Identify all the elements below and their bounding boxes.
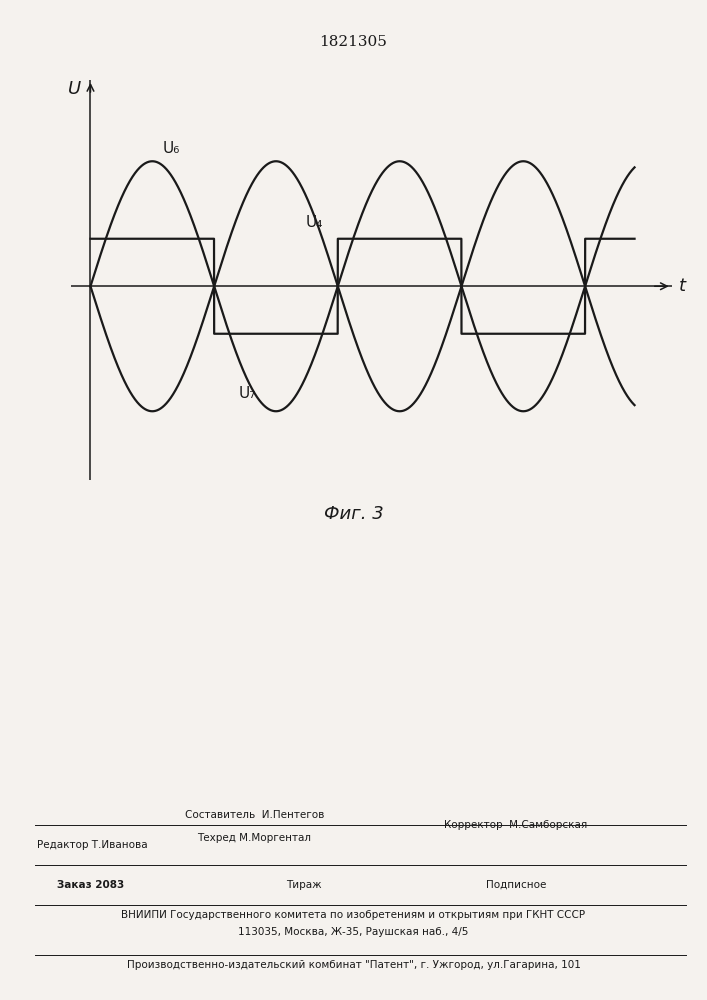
Text: Редактор Т.Иванова: Редактор Т.Иванова — [37, 840, 147, 850]
Text: Подписное: Подписное — [486, 880, 547, 890]
Text: U₇: U₇ — [239, 386, 256, 401]
Text: Фиг. 3: Фиг. 3 — [324, 505, 383, 523]
Text: Составитель  И.Пентегов: Составитель И.Пентегов — [185, 810, 325, 820]
Text: t: t — [679, 277, 686, 295]
Text: 113035, Москва, Ж-35, Раушская наб., 4/5: 113035, Москва, Ж-35, Раушская наб., 4/5 — [238, 927, 469, 937]
Text: U₆: U₆ — [162, 141, 180, 156]
Text: Техред М.Моргентал: Техред М.Моргентал — [197, 833, 312, 843]
Text: U: U — [67, 80, 81, 98]
Text: U₄: U₄ — [305, 215, 323, 230]
Text: Производственно-издательский комбинат "Патент", г. Ужгород, ул.Гагарина, 101: Производственно-издательский комбинат "П… — [127, 960, 580, 970]
Text: Корректор  М.Самборская: Корректор М.Самборская — [445, 820, 588, 830]
Text: Тираж: Тираж — [286, 880, 322, 890]
Text: ВНИИПИ Государственного комитета по изобретениям и открытиям при ГКНТ СССР: ВНИИПИ Государственного комитета по изоб… — [122, 910, 585, 920]
Text: Заказ 2083: Заказ 2083 — [57, 880, 124, 890]
Text: 1821305: 1821305 — [320, 35, 387, 49]
